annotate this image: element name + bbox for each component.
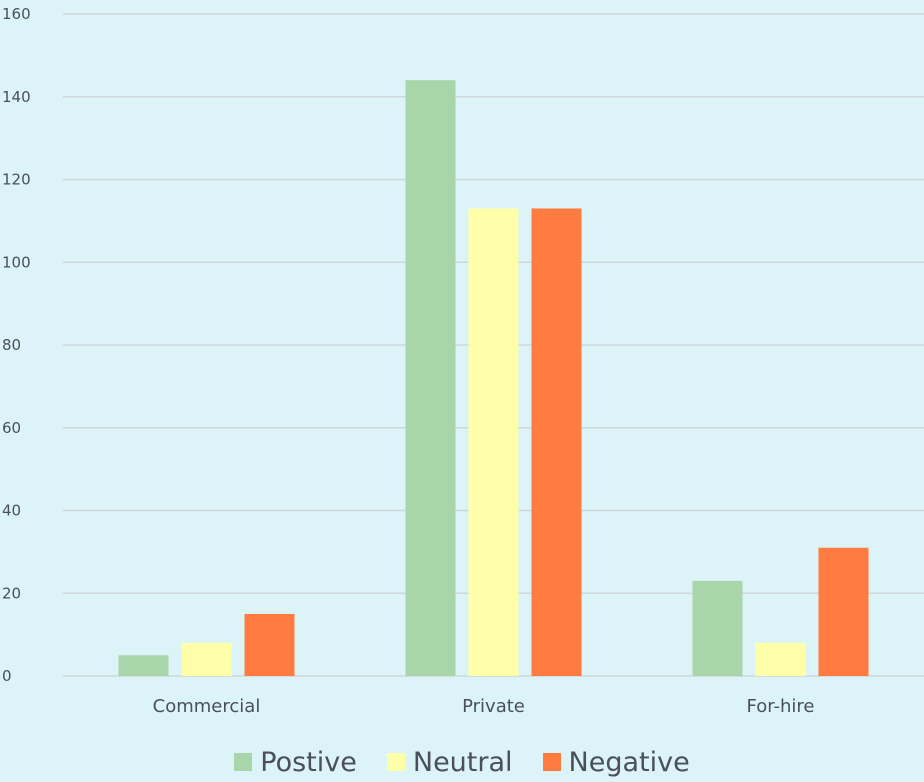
legend-swatch-neutral: [386, 753, 405, 771]
legend-label-neutral: Neutral: [412, 746, 513, 778]
y-tick-label: 40: [2, 502, 21, 520]
x-category-label: For-hire: [747, 696, 815, 717]
y-tick-label: 80: [2, 336, 21, 354]
bar-neutral-commercial: [181, 642, 232, 676]
legend-item-positive: Postive: [234, 749, 357, 776]
x-axis-category-labels: Commercial Private For-hire: [153, 696, 815, 717]
legend-label-negative: Negative: [568, 746, 690, 778]
x-category-label: Private: [462, 696, 525, 717]
bar-neutral-for-hire: [755, 642, 806, 676]
bar-neutral-private: [468, 208, 519, 676]
x-category-label: Commercial: [153, 696, 261, 717]
bar-negative-commercial: [244, 613, 295, 676]
legend-item-negative: Negative: [542, 746, 690, 778]
legend-swatch-positive: [234, 753, 253, 771]
y-tick-label: 20: [2, 584, 21, 602]
y-tick-label: 120: [2, 171, 31, 189]
y-tick-label: 140: [2, 88, 31, 106]
y-tick-label: 100: [2, 253, 31, 271]
bar-postive-commercial: [118, 655, 169, 676]
legend: Postive Neutral Negative: [0, 742, 924, 782]
bar-negative-for-hire: [818, 547, 869, 676]
bar-negative-private: [531, 208, 582, 676]
bar-postive-private: [405, 80, 456, 676]
legend-swatch-negative: [542, 753, 561, 771]
bar-postive-for-hire: [692, 580, 743, 676]
y-tick-label: 160: [2, 5, 31, 23]
y-axis-tick-labels: 0 20 40 60 80 100 120 140 160: [2, 5, 31, 685]
y-tick-label: 0: [2, 667, 12, 685]
y-tick-label: 60: [2, 419, 21, 437]
bars: [118, 80, 869, 676]
legend-label-positive: Postive: [260, 746, 357, 778]
legend-item-neutral: Neutral: [386, 746, 513, 778]
